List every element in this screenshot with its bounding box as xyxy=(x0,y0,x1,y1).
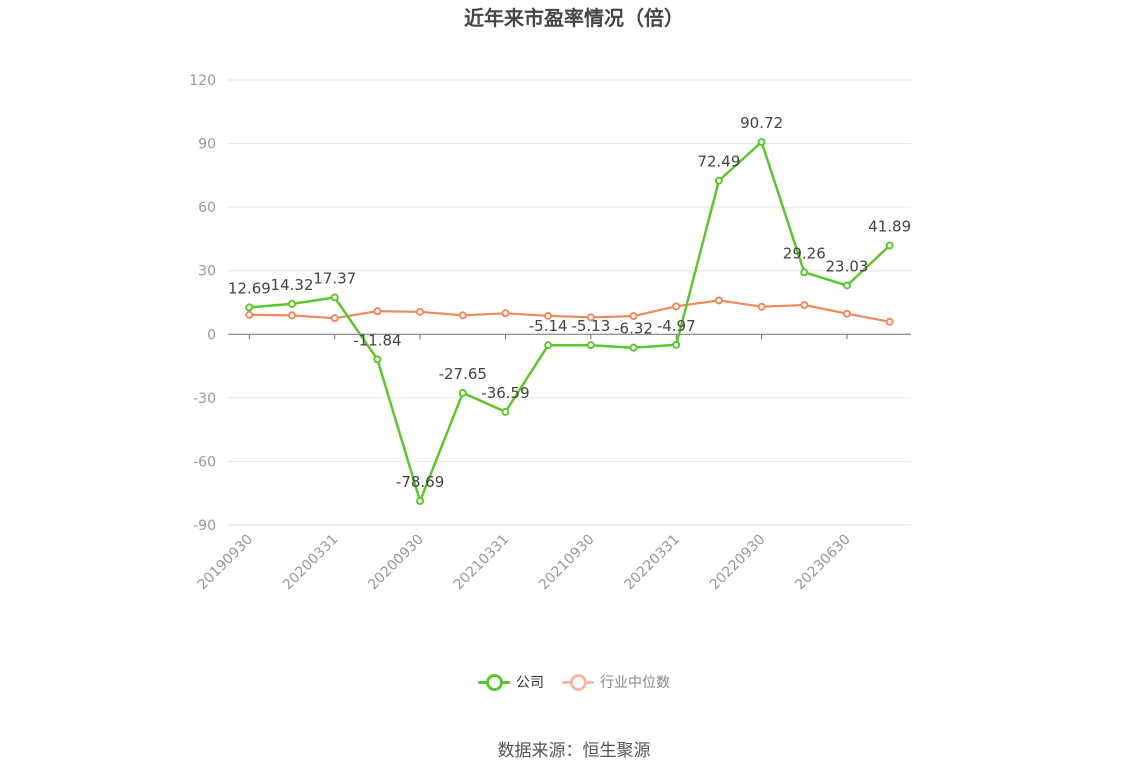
industry-median-point xyxy=(330,314,339,323)
y-tick-label: 0 xyxy=(207,327,216,343)
industry-median-point xyxy=(757,302,766,311)
y-tick-label: -30 xyxy=(193,391,216,407)
industry-median-point xyxy=(288,311,297,320)
series-group xyxy=(245,138,894,506)
line-chart: 120 90 60 30 0 -30 -60 -90 20190930 20200331 2020… xyxy=(189,73,911,594)
data-label: -78.69 xyxy=(396,473,444,491)
chart-title: 近年来市盈率情况（倍） xyxy=(464,6,684,30)
x-tick-label: 20230630 xyxy=(792,532,854,594)
y-tick-label: 30 xyxy=(198,264,216,280)
company-point xyxy=(245,303,254,312)
data-label: 41.89 xyxy=(868,218,911,236)
data-label: 29.26 xyxy=(783,244,826,262)
x-tick-label: 20220930 xyxy=(707,532,769,594)
data-label: 12.69 xyxy=(228,279,271,297)
data-label: -6.32 xyxy=(614,320,653,338)
company-point xyxy=(842,281,851,290)
industry-median-point xyxy=(885,317,894,326)
legend-label-industry-median: 行业中位数 xyxy=(600,675,670,691)
company-point xyxy=(672,340,681,349)
x-tick-label: 20200331 xyxy=(280,532,342,594)
y-tick-label: 120 xyxy=(189,73,216,89)
x-tick-label: 20190930 xyxy=(194,532,256,594)
industry-median-point xyxy=(373,307,382,316)
company-point xyxy=(544,341,553,350)
company-line xyxy=(249,140,891,503)
industry-median-point xyxy=(714,296,723,305)
legend: 公司 行业中位数 xyxy=(0,672,1148,692)
grid-lines xyxy=(228,79,911,526)
y-axis: 120 90 60 30 0 -30 -60 -90 xyxy=(189,73,216,534)
legend-item-industry-median[interactable]: 行业中位数 xyxy=(562,672,670,692)
industry-median-point xyxy=(501,309,510,318)
industry-median-point xyxy=(586,313,595,322)
data-label: 90.72 xyxy=(740,114,783,132)
x-tick-label: 20210930 xyxy=(536,532,598,594)
data-label: -5.13 xyxy=(571,317,610,335)
industry-median-point xyxy=(842,309,851,318)
industry-median-point xyxy=(544,311,553,320)
data-label: 17.37 xyxy=(313,269,356,287)
legend-label-company: 公司 xyxy=(516,675,544,691)
x-tick-label: 20200930 xyxy=(365,532,427,594)
company-point xyxy=(330,293,339,302)
x-tick-label: 20210331 xyxy=(451,532,513,594)
company-point xyxy=(629,343,638,352)
company-point xyxy=(501,407,510,416)
industry-median-point xyxy=(672,302,681,311)
company-point xyxy=(416,497,425,506)
data-label: -36.59 xyxy=(481,384,529,402)
company-point xyxy=(757,138,766,147)
data-label: -27.65 xyxy=(439,365,487,383)
legend-marker-industry-median xyxy=(562,674,594,691)
data-label: -5.14 xyxy=(529,317,568,335)
industry-median-point xyxy=(458,311,467,320)
company-point xyxy=(800,268,809,277)
company-point xyxy=(714,176,723,185)
legend-item-company[interactable]: 公司 xyxy=(478,672,544,692)
company-point xyxy=(458,388,467,397)
x-tick-label: 20220331 xyxy=(621,532,683,594)
company-point xyxy=(288,299,297,308)
company-point xyxy=(586,341,595,350)
data-label: -4.97 xyxy=(657,317,696,335)
y-tick-label: -90 xyxy=(193,518,216,534)
y-tick-label: 60 xyxy=(198,200,216,216)
data-label: -11.84 xyxy=(353,331,401,349)
x-axis: 20190930 20200331 20200930 20210331 20210930… xyxy=(194,333,911,594)
industry-median-line xyxy=(249,299,890,323)
data-label: 23.03 xyxy=(825,257,868,275)
data-labels: 12.69 14.32 17.37 -11.84 -78.69 -27.65-36.59 -… xyxy=(228,114,911,491)
industry-median-point xyxy=(416,307,425,316)
company-point xyxy=(885,241,894,250)
y-tick-label: 90 xyxy=(198,137,216,153)
company-point xyxy=(373,355,382,364)
industry-median-point xyxy=(245,310,254,319)
data-label: 72.49 xyxy=(697,153,740,171)
data-source: 数据来源：恒生聚源 xyxy=(497,741,651,761)
industry-median-point xyxy=(629,312,638,321)
industry-median-point xyxy=(800,301,809,310)
legend-marker-company xyxy=(478,674,510,691)
y-tick-label: -60 xyxy=(193,454,216,470)
data-label: 14.32 xyxy=(271,276,314,294)
